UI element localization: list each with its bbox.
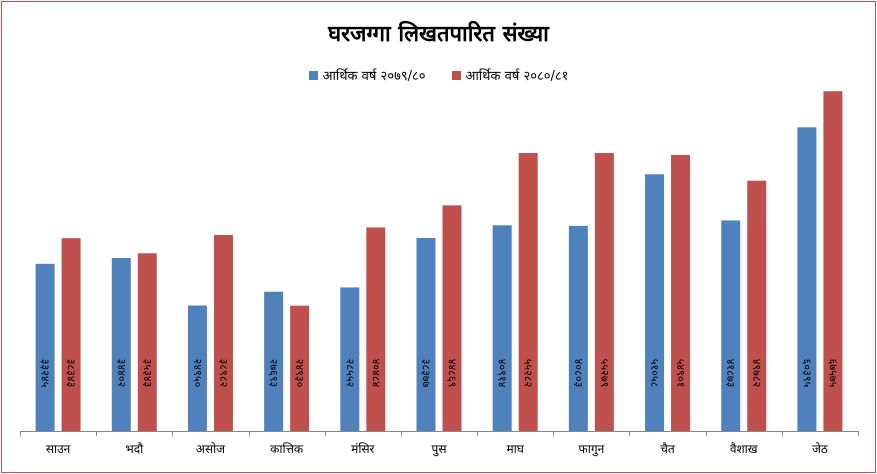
- bar-value-label: ५१०५८: [648, 359, 661, 388]
- x-tick-label: साउन: [46, 442, 71, 456]
- bar-series-2: [290, 305, 310, 431]
- x-tick-label: जेठ: [812, 442, 829, 456]
- bar-value-label: ५५२७९: [598, 359, 611, 388]
- bar-value-label: ३८९८२: [217, 359, 230, 388]
- x-tick-label: फागुन: [578, 442, 604, 457]
- x-tick-label: असोज: [196, 442, 226, 456]
- bar-value-label: ४९७८२: [750, 359, 763, 388]
- bar-value-label: २४९३०: [293, 359, 306, 388]
- legend-swatch-series-2: [451, 70, 461, 80]
- bar-series-2: [747, 180, 767, 431]
- bar-value-label: ४०४८४: [369, 359, 382, 388]
- bar-value-label: ५४९०१: [674, 359, 687, 388]
- bar-series-1: [35, 263, 55, 431]
- bar-series-1: [797, 127, 817, 431]
- bar-series-2: [823, 91, 843, 432]
- legend-label-series-2: आर्थिक वर्ष २०८०/८१: [465, 69, 569, 84]
- legend-item-series-1: आर्थिक वर्ष २०७९/८०: [308, 66, 426, 84]
- bar-series-1: [568, 225, 588, 431]
- x-tick-label: मंसिर: [351, 442, 375, 456]
- bar-value-label: ५५२८२: [522, 359, 535, 388]
- bar-series-1: [492, 225, 512, 431]
- x-tick-label: माघ: [506, 442, 524, 456]
- bar-series-2: [366, 227, 386, 431]
- legend: आर्थिक वर्ष २०७९/८० आर्थिक वर्ष २०८०/८१: [0, 66, 877, 84]
- bar-series-2: [594, 153, 614, 431]
- bar-series-2: [442, 205, 462, 431]
- legend-item-series-2: आर्थिक वर्ष २०८०/८१: [451, 66, 569, 84]
- bar-value-label: २४९५०: [191, 359, 204, 388]
- bar-series-1: [111, 258, 131, 431]
- x-tick-label: वैशाख: [730, 442, 758, 456]
- bar-value-label: ४०९१४: [496, 359, 509, 388]
- bar-value-label: ३३२४५: [39, 359, 52, 388]
- legend-swatch-series-1: [308, 70, 318, 80]
- bar-series-2: [137, 253, 157, 431]
- bar-series-2: [213, 234, 233, 431]
- bar-series-1: [340, 287, 360, 431]
- bar-value-label: २८५५२: [343, 359, 356, 388]
- x-tick-label: कात्तिक: [270, 442, 304, 456]
- bar-value-label: ४४८६९: [446, 359, 459, 388]
- x-tick-label: भदौ: [125, 442, 144, 456]
- bar-value-label: ३८३७७: [420, 359, 433, 388]
- bar-value-label: ३५३४३: [141, 359, 154, 388]
- bar-series-2: [518, 153, 538, 432]
- bar-value-label: ३८३४३: [65, 359, 78, 388]
- bar-value-label: ६७५७५: [826, 359, 839, 388]
- bar-series-1: [187, 305, 207, 431]
- bar-value-label: ३४४०२: [115, 359, 128, 388]
- bar-series-1: [264, 291, 284, 431]
- x-tick-label: पुस: [432, 442, 448, 457]
- bar-value-label: ४०८०३: [572, 359, 585, 388]
- bar-series-1: [645, 174, 665, 431]
- bar-series-1: [721, 220, 741, 431]
- legend-label-series-1: आर्थिक वर्ष २०७९/८०: [322, 69, 426, 84]
- bar-value-label: २७६९३: [267, 359, 280, 388]
- bar-series-1: [416, 238, 436, 431]
- bar-value-label: ६०३९५: [800, 359, 813, 388]
- chart-title: घरजग्गा लिखतपारित संख्या: [328, 22, 549, 47]
- bar-series-2: [671, 154, 691, 432]
- bar-series-2: [61, 238, 81, 431]
- x-tick-label: चैत: [660, 442, 676, 456]
- bar-value-label: ४१८७३: [724, 359, 737, 388]
